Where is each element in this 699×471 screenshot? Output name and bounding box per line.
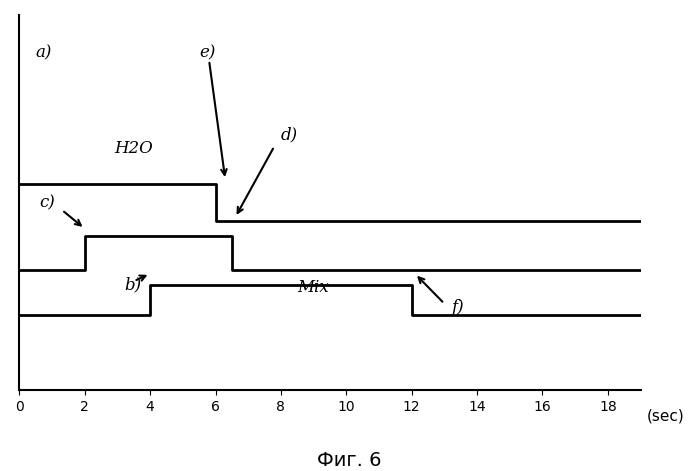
Text: f): f)	[451, 299, 463, 316]
Text: (sec): (sec)	[647, 409, 685, 423]
Text: Mix: Mix	[298, 279, 329, 296]
Text: a): a)	[36, 44, 52, 61]
Text: d): d)	[281, 127, 298, 144]
Text: Фиг. 6: Фиг. 6	[317, 451, 382, 470]
Text: c): c)	[39, 194, 55, 211]
Text: b): b)	[124, 276, 141, 293]
Text: H2O: H2O	[115, 140, 153, 157]
Text: e): e)	[199, 44, 215, 61]
